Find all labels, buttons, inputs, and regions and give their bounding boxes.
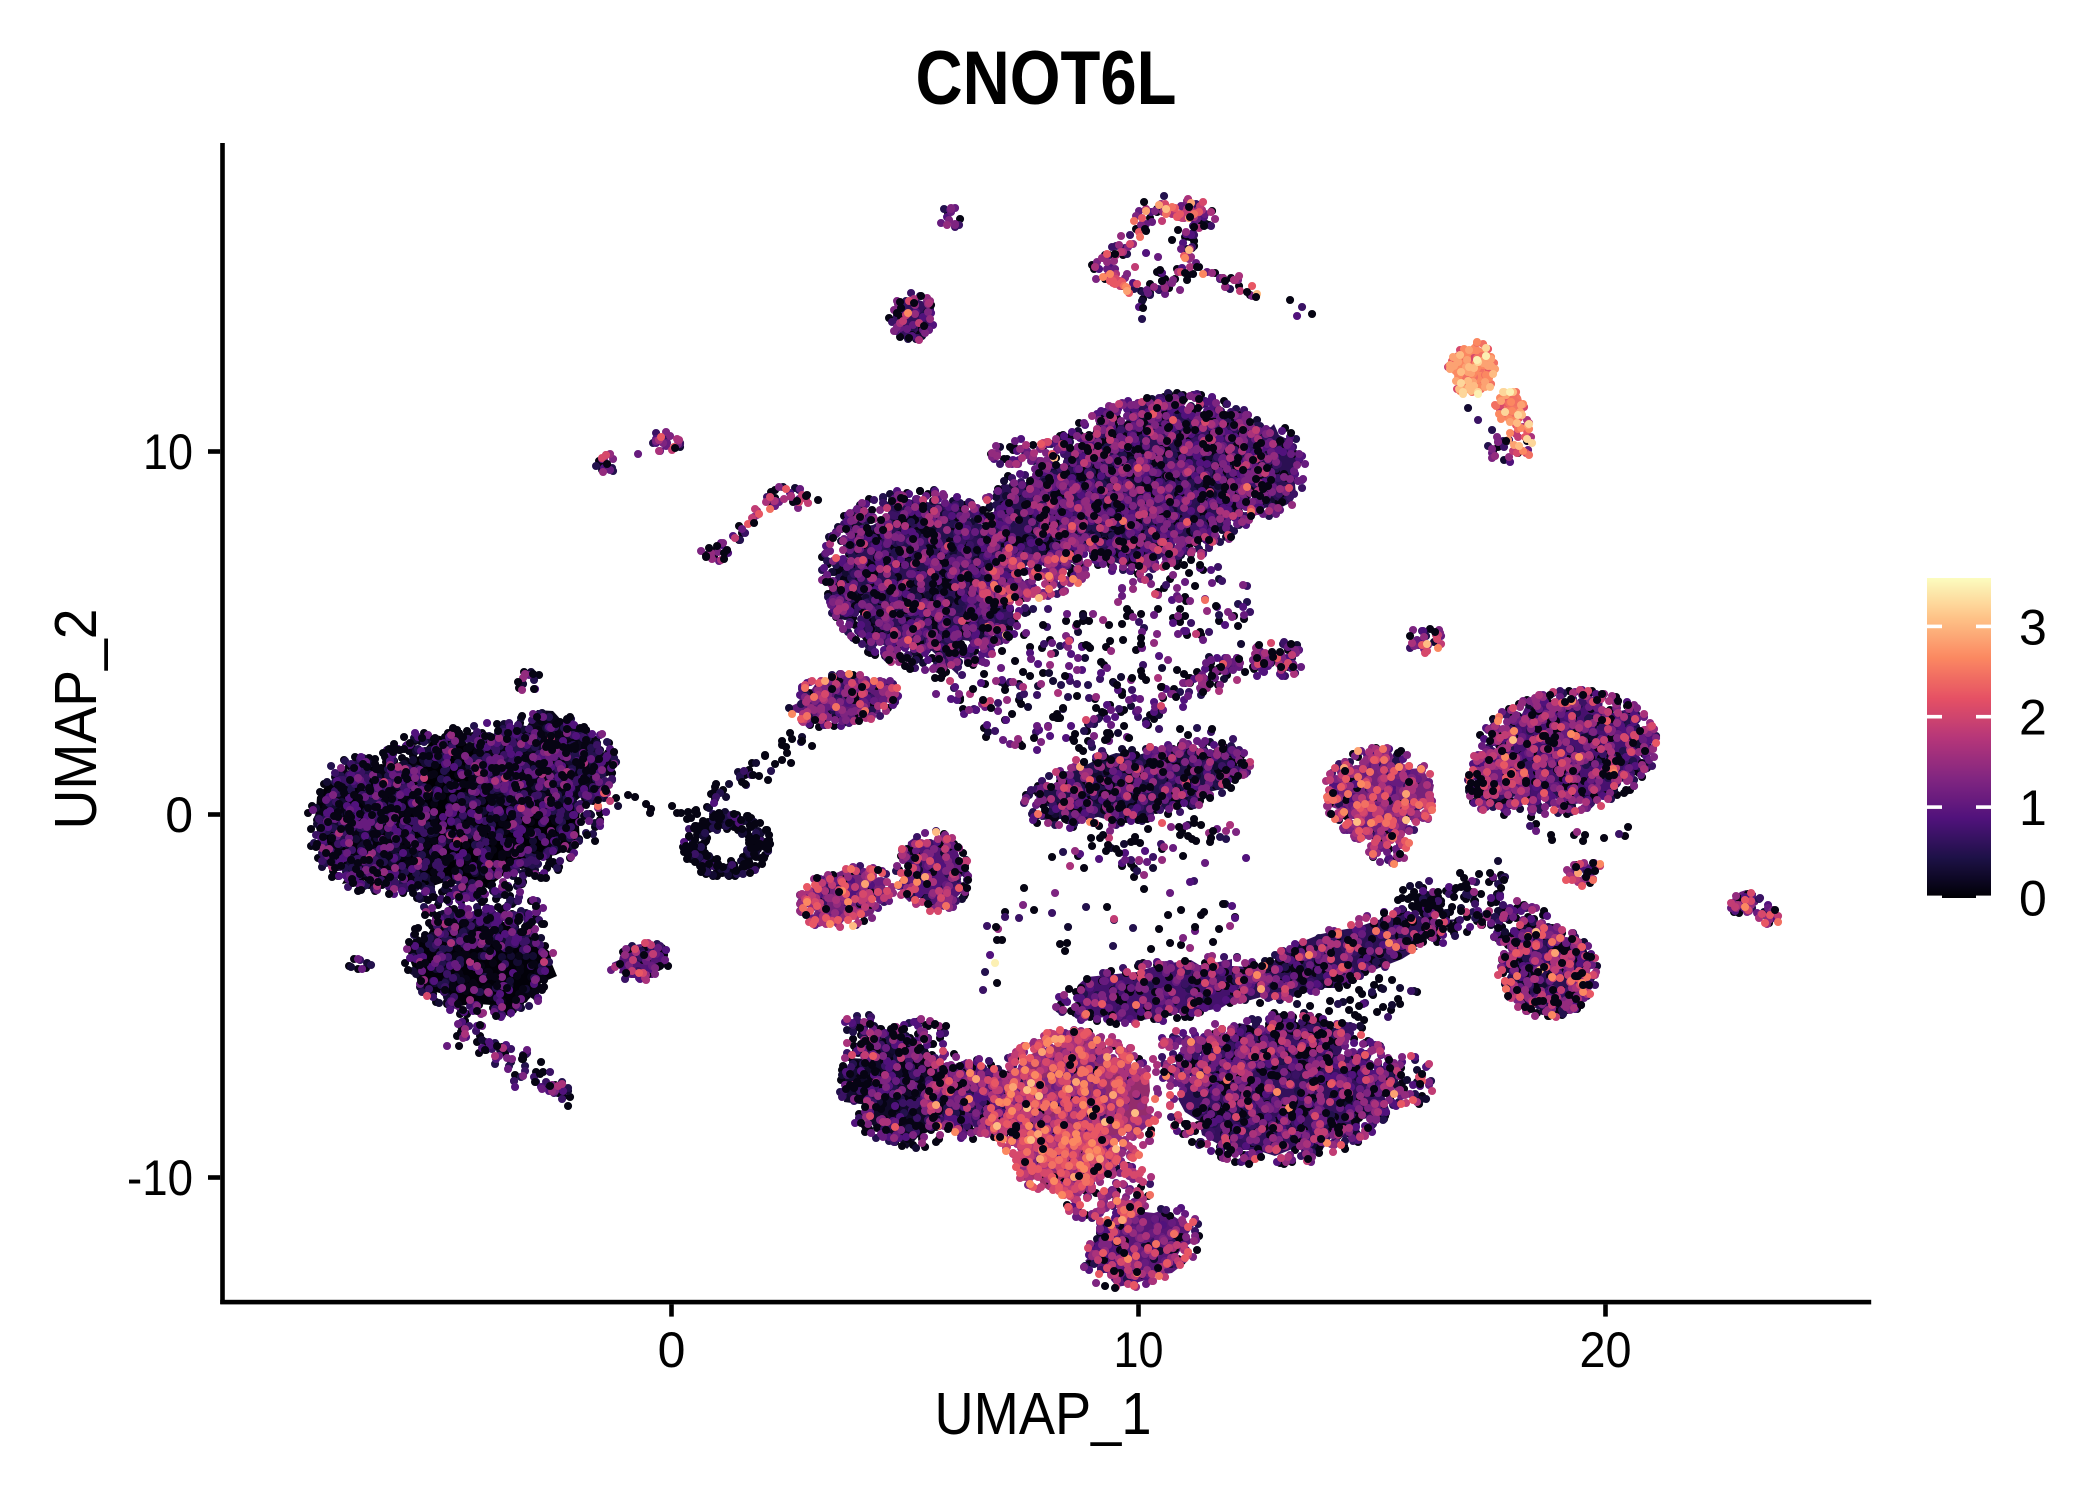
svg-text:UMAP_2: UMAP_2 xyxy=(43,609,109,830)
svg-text:2: 2 xyxy=(2019,690,2047,746)
svg-text:10: 10 xyxy=(1114,1322,1164,1378)
svg-text:0: 0 xyxy=(658,1322,686,1378)
svg-text:CNOT6L: CNOT6L xyxy=(916,36,1177,121)
svg-text:0: 0 xyxy=(2019,870,2047,926)
svg-text:3: 3 xyxy=(2019,599,2047,655)
svg-text:0: 0 xyxy=(165,787,193,843)
svg-text:-10: -10 xyxy=(127,1150,193,1206)
svg-text:UMAP_1: UMAP_1 xyxy=(935,1381,1152,1447)
svg-text:1: 1 xyxy=(2019,780,2047,836)
svg-text:10: 10 xyxy=(143,424,193,480)
svg-text:20: 20 xyxy=(1580,1322,1632,1378)
